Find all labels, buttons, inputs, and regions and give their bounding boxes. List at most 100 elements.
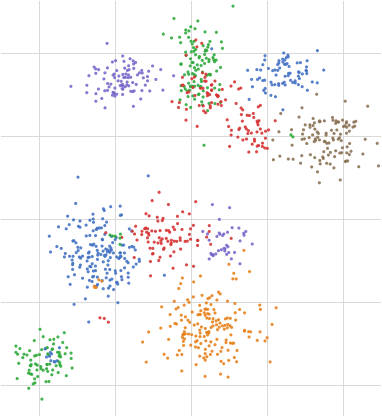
Point: [186, 231, 193, 238]
Point: [40, 367, 46, 374]
Point: [115, 281, 121, 287]
Point: [205, 295, 211, 302]
Point: [47, 353, 53, 360]
Point: [130, 58, 136, 64]
Point: [129, 243, 135, 250]
Point: [102, 266, 108, 273]
Point: [304, 58, 310, 64]
Point: [188, 55, 194, 62]
Point: [315, 134, 321, 141]
Point: [121, 250, 128, 256]
Point: [307, 121, 313, 128]
Point: [158, 325, 164, 332]
Point: [188, 38, 194, 45]
Point: [268, 79, 274, 85]
Point: [117, 235, 123, 241]
Point: [254, 66, 260, 73]
Point: [102, 70, 108, 76]
Point: [77, 218, 83, 224]
Point: [69, 257, 75, 264]
Point: [131, 254, 137, 261]
Point: [208, 250, 214, 257]
Point: [203, 55, 209, 62]
Point: [232, 309, 238, 316]
Point: [254, 119, 261, 126]
Point: [304, 70, 310, 77]
Point: [201, 309, 207, 316]
Point: [147, 88, 153, 94]
Point: [209, 251, 215, 258]
Point: [259, 140, 265, 146]
Point: [197, 302, 203, 309]
Point: [92, 263, 99, 269]
Point: [208, 82, 214, 88]
Point: [257, 102, 264, 109]
Point: [194, 43, 200, 50]
Point: [320, 153, 326, 160]
Point: [202, 51, 208, 58]
Point: [292, 80, 298, 86]
Point: [100, 206, 107, 212]
Point: [187, 63, 193, 69]
Point: [57, 352, 63, 358]
Point: [78, 255, 84, 261]
Point: [129, 228, 135, 234]
Point: [251, 136, 257, 143]
Point: [233, 359, 240, 365]
Point: [227, 322, 233, 329]
Point: [144, 226, 151, 232]
Point: [214, 327, 220, 333]
Point: [209, 201, 215, 208]
Point: [57, 359, 63, 366]
Point: [111, 71, 117, 78]
Point: [194, 62, 201, 68]
Point: [26, 367, 32, 374]
Point: [34, 367, 40, 373]
Point: [251, 114, 257, 121]
Point: [185, 93, 191, 100]
Point: [196, 90, 202, 97]
Point: [296, 69, 302, 76]
Point: [257, 302, 263, 309]
Point: [181, 71, 188, 78]
Point: [142, 82, 148, 88]
Point: [280, 56, 286, 63]
Point: [210, 315, 216, 322]
Point: [288, 131, 294, 138]
Point: [212, 58, 218, 65]
Point: [42, 346, 48, 352]
Point: [346, 128, 353, 135]
Point: [71, 271, 78, 278]
Point: [278, 110, 284, 117]
Point: [102, 105, 108, 111]
Point: [326, 140, 332, 146]
Point: [226, 249, 232, 256]
Point: [212, 78, 218, 84]
Point: [108, 246, 115, 253]
Point: [133, 59, 139, 66]
Point: [133, 261, 139, 267]
Point: [195, 66, 201, 73]
Point: [336, 119, 342, 126]
Point: [114, 279, 120, 286]
Point: [238, 105, 244, 111]
Point: [149, 251, 155, 257]
Point: [181, 336, 188, 342]
Point: [262, 90, 269, 96]
Point: [86, 73, 92, 79]
Point: [91, 283, 97, 289]
Point: [207, 38, 213, 45]
Point: [75, 174, 81, 181]
Point: [312, 126, 318, 133]
Point: [190, 222, 196, 229]
Point: [146, 232, 152, 239]
Point: [91, 268, 97, 274]
Point: [285, 72, 291, 79]
Point: [329, 114, 335, 121]
Point: [89, 253, 95, 260]
Point: [206, 328, 212, 335]
Point: [179, 82, 185, 88]
Point: [120, 81, 126, 88]
Point: [144, 234, 151, 241]
Point: [120, 91, 126, 98]
